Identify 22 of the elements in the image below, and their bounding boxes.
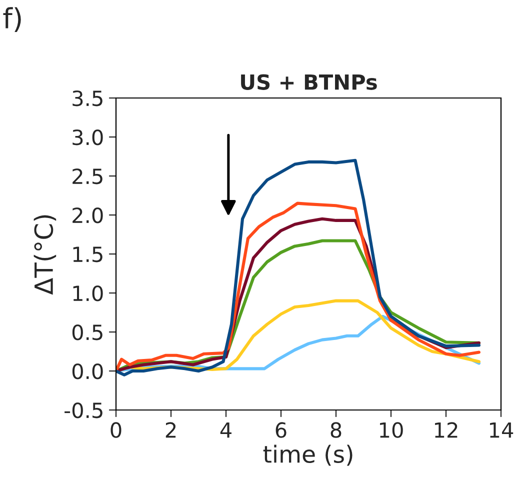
- x-tick-label: 0: [110, 422, 122, 438]
- x-axis-title: time (s): [263, 444, 352, 466]
- y-tick-label: 1.5: [73, 246, 102, 262]
- x-tick-label: 4: [220, 422, 232, 438]
- x-tick-label: 8: [330, 422, 342, 438]
- y-tick-label: 0.0: [72, 363, 103, 380]
- y-axis-title: ΔT(°C): [34, 215, 56, 295]
- y-tick-label: 0.5: [72, 324, 102, 340]
- x-tick-label: 14: [490, 422, 514, 438]
- y-tick-label: 2.0: [72, 207, 103, 224]
- y-tick-label: 2.5: [72, 168, 102, 184]
- y-tick-label: 3.0: [72, 129, 103, 146]
- line-series: [116, 158, 481, 376]
- x-tick-label: 12: [435, 422, 458, 438]
- y-tick-label: 1.0: [73, 285, 103, 302]
- y-tick-label: -0.5: [64, 402, 102, 418]
- x-tick-label: 10: [380, 422, 403, 438]
- x-tick-label: 6: [276, 422, 286, 438]
- x-tick-label: 2: [166, 422, 176, 438]
- text: f): [3, 7, 21, 32]
- chart-title: US + BTNPs: [241, 74, 377, 90]
- y-tick-label: 3.5: [72, 90, 102, 106]
